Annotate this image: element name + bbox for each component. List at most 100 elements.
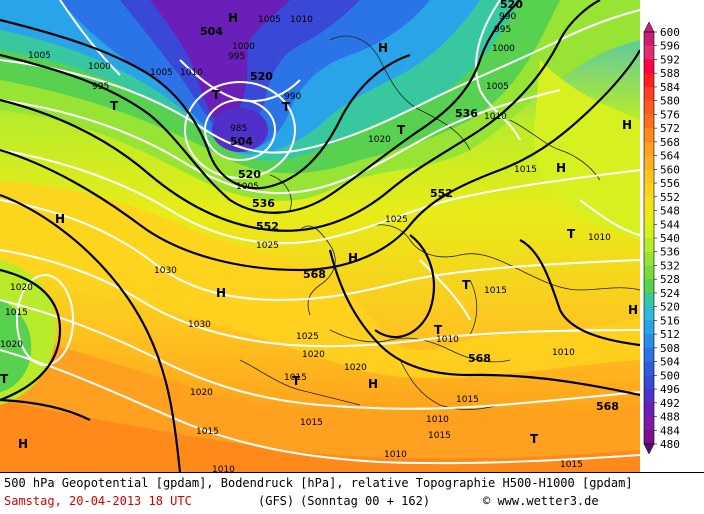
low-marker: T [567, 227, 576, 241]
legend-label: 572 [660, 122, 680, 135]
isobar-label: 1000 [492, 44, 515, 54]
legend-swatch [644, 210, 654, 225]
isobar-label: 1010 [212, 465, 235, 472]
legend-swatch [644, 361, 654, 376]
low-marker: T [397, 123, 406, 137]
high-marker: H [55, 212, 65, 226]
band-492 [150, 0, 290, 125]
low-marker: T [282, 100, 291, 114]
low-marker: T [292, 374, 301, 388]
forecast-run: (Sonntag 00 + 162) [300, 494, 431, 508]
legend-label: 480 [660, 438, 680, 451]
high-marker: H [18, 437, 28, 451]
legend-label: 508 [660, 342, 680, 355]
band-west-528 [0, 300, 32, 392]
low-marker: T [434, 323, 443, 337]
high-marker: H [622, 118, 632, 132]
legend-label: 552 [660, 191, 680, 204]
isobar-label: 990 [284, 92, 301, 102]
contour-label: 568 [303, 268, 326, 281]
legend-swatch [644, 292, 654, 308]
band-east-548 [533, 60, 640, 240]
legend-swatch [644, 169, 654, 184]
legend-label: 520 [660, 301, 680, 314]
isobar-label: 1030 [188, 320, 211, 330]
pressure-centers: H H H H H H H H H H T T T T T T T T T T [0, 11, 638, 451]
isobar-label: 1025 [256, 241, 279, 251]
isobar-label: 1025 [296, 332, 319, 342]
isobar-label: 995 [92, 82, 109, 92]
legend-swatch [644, 430, 654, 445]
isobar-label: 1015 [300, 418, 323, 428]
legend-label: 592 [660, 53, 680, 66]
isobar-label: 1015 [560, 460, 583, 470]
legend-label: 568 [660, 136, 680, 149]
legend-label: 580 [660, 95, 680, 108]
high-marker: H [628, 303, 638, 317]
legend-swatch [644, 73, 654, 88]
contour-label: 520 [250, 70, 273, 83]
legend-arrow-bottom [643, 443, 655, 455]
isobar-label: 1030 [154, 266, 177, 276]
isobar-label: 1020 [302, 350, 325, 360]
isobar-label: 1020 [190, 388, 213, 398]
legend-label: 556 [660, 177, 680, 190]
legend-label: 496 [660, 383, 680, 396]
high-marker: H [368, 377, 378, 391]
isobar-label: 1010 [290, 15, 313, 25]
geopotential-contours [0, 0, 640, 472]
legend-label: 528 [660, 273, 680, 286]
isobar-label: 1005 [150, 68, 173, 78]
contour-label: 568 [468, 352, 491, 365]
legend-label: 488 [660, 411, 680, 424]
legend-label: 532 [660, 259, 680, 272]
contour-label: 536 [252, 197, 275, 210]
legend-label: 548 [660, 205, 680, 218]
legend-label: 500 [660, 369, 680, 382]
isobar-label: 1010 [436, 335, 459, 345]
isobar-label: 1025 [385, 215, 408, 225]
low-marker: T [110, 99, 119, 113]
legend-swatch [644, 347, 654, 363]
source-credit[interactable]: © www.wetter3.de [483, 494, 599, 508]
high-marker: H [378, 41, 388, 55]
valid-date: Samstag, 20-04-2013 18 UTC [4, 494, 192, 508]
legend-swatch [644, 320, 654, 335]
legend-label: 596 [660, 40, 680, 53]
isobar-label: 1010 [484, 112, 507, 122]
isobars [0, 0, 640, 463]
isobar-label: 1005 [258, 15, 281, 25]
legend-swatch [644, 265, 654, 280]
contour-label: 520 [500, 0, 523, 11]
legend-label: 588 [660, 67, 680, 80]
isobar-label: 1015 [5, 308, 28, 318]
legend-swatch [644, 45, 654, 60]
isobar-label: 1020 [368, 135, 391, 145]
legend-swatch [644, 251, 654, 266]
color-scale-legend: 600 596 592 588 584 580 576 572 568 564 560 556 552 5… [640, 0, 704, 472]
legend-label: 560 [660, 163, 680, 176]
contour-label: 552 [430, 187, 453, 200]
legend-swatch [644, 402, 654, 418]
low-marker: T [0, 372, 9, 386]
legend-label: 512 [660, 328, 680, 341]
isobar-label: 985 [230, 124, 247, 134]
low-marker: T [530, 432, 539, 446]
legend-swatch [644, 59, 654, 74]
legend-swatch [644, 100, 654, 115]
legend-label: 540 [660, 232, 680, 245]
isobar-label: 1010 [384, 450, 407, 460]
high-marker: H [348, 251, 358, 265]
legend-label: 544 [660, 218, 680, 231]
isobar-label: 1015 [284, 373, 307, 383]
isobar-label: 1005 [28, 51, 51, 61]
legend-label: 576 [660, 108, 680, 121]
legend-swatch [644, 141, 654, 157]
isobar-label: 1005 [486, 82, 509, 92]
isobar-label: 1020 [0, 340, 23, 350]
isobar-label: 1000 [232, 42, 255, 52]
model-name: (GFS) [258, 494, 295, 508]
legend-swatch [644, 279, 654, 294]
weather-map: 1005 1010 1000 995 1005 1010 1000 995 99… [0, 0, 640, 472]
contour-label: 504 [230, 135, 253, 148]
